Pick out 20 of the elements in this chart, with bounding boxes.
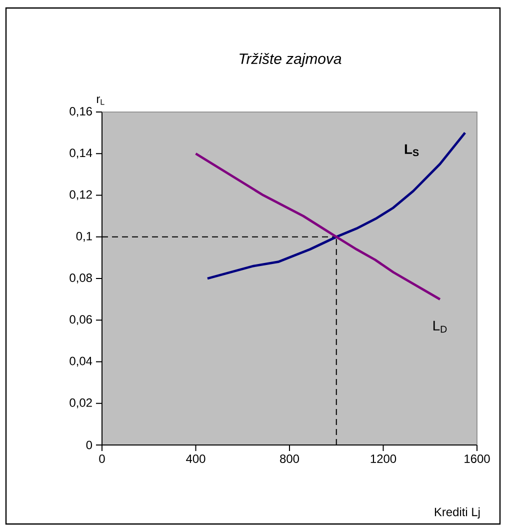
y-tick-label: 0,14 <box>70 148 92 159</box>
line-series <box>206 132 466 280</box>
y-tick-label: 0,06 <box>70 315 92 326</box>
y-tick-label: 0,04 <box>70 356 92 367</box>
y-tick-label: 0,16 <box>70 107 92 117</box>
x-tick-label: 400 <box>186 454 206 463</box>
y-tick-label: 0,12 <box>70 190 92 200</box>
series-label: L$_{S}$ <box>404 144 419 156</box>
x-tick-label: 1200 <box>370 454 396 463</box>
chart-title: Tržište zajmova <box>240 53 342 67</box>
y-tick-label: 0,1 <box>76 232 92 242</box>
series-label: L$_{D}$ <box>433 320 447 333</box>
x-axis-title: Krediti Lj <box>434 507 480 519</box>
x-tick-label: 1600 <box>464 454 490 463</box>
y-tick-label: 0,02 <box>70 398 92 408</box>
y-axis-title: r$_{L}$ <box>96 96 104 105</box>
x-tick-label: 800 <box>280 454 300 463</box>
y-tick-label: 0 <box>86 440 92 450</box>
x-tick-label: 0 <box>99 454 105 463</box>
y-tick-label: 0,08 <box>70 274 92 284</box>
